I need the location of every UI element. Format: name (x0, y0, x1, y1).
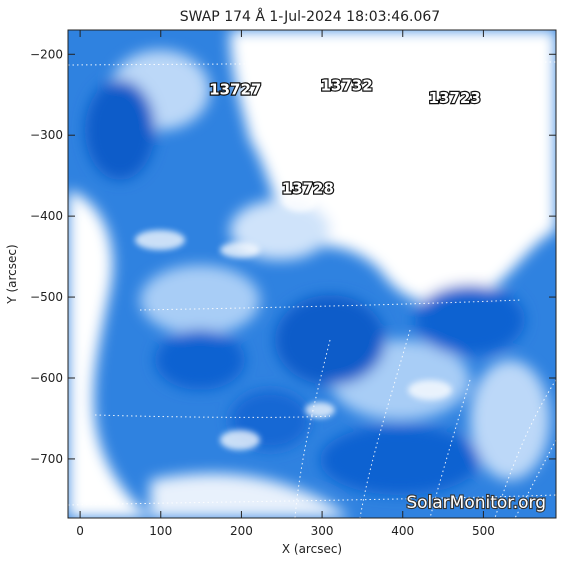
mid-patch-1 (140, 265, 260, 335)
y-axis-label: Y (arcsec) (5, 244, 19, 304)
coronal-structures (68, 30, 556, 518)
dark-patch-5 (155, 330, 245, 390)
dark-patch-4 (415, 285, 525, 355)
watermark: SolarMonitor.org (406, 493, 546, 513)
x-tick-label: 300 (311, 524, 334, 538)
y-tick-label: −200 (30, 47, 63, 61)
grid-latitude-2 (68, 494, 556, 506)
plot-frame (67, 29, 557, 519)
x-axis-ticks: 0 100 200 300 400 500 (76, 30, 495, 538)
bright-loop-lower (150, 473, 350, 518)
fine-structures (135, 188, 452, 450)
active-region-labels: 13727 13732 13723 13728 (208, 75, 482, 198)
y-axis-ticks: −200 −300 −400 −500 −600 −700 (30, 47, 556, 466)
dark-patch-2 (85, 80, 155, 180)
x-tick-label: 500 (472, 524, 495, 538)
solar-image (68, 30, 556, 518)
x-tick-label: 100 (149, 524, 172, 538)
y-tick-label: −400 (30, 209, 63, 223)
fine-patch-5 (220, 430, 260, 450)
grid-latitude-1 (68, 61, 556, 66)
fine-patch-4 (408, 380, 452, 400)
active-region-label: 13727 (209, 81, 261, 99)
active-region-label: 13728 (282, 179, 334, 197)
y-tick-label: −700 (30, 452, 63, 466)
x-axis-label: X (arcsec) (282, 542, 342, 556)
grid-longitude-5 (514, 439, 556, 518)
active-region-label: 13732 (320, 77, 372, 95)
bright-core-right (340, 40, 520, 180)
y-tick-label: −600 (30, 371, 63, 385)
x-tick-label: 400 (391, 524, 414, 538)
y-tick-label: −300 (30, 128, 63, 142)
active-region-label: 13723 (429, 89, 481, 107)
x-tick-label: 200 (230, 524, 253, 538)
figure-title: SWAP 174 Å 1-Jul-2024 18:03:46.067 (180, 8, 440, 25)
grid-longitude-3 (429, 379, 471, 518)
grid-latitude-3 (94, 414, 331, 418)
coordinate-grid (68, 61, 556, 518)
grid-latitude-4 (139, 299, 521, 311)
x-tick-label: 0 (76, 524, 84, 538)
mid-patch-5 (470, 360, 550, 480)
fine-patch-1 (220, 242, 260, 258)
bright-region-left-limb (68, 190, 150, 518)
fine-patch-2 (135, 230, 185, 250)
dark-patch-3 (320, 425, 480, 495)
fine-patch-3 (282, 188, 318, 212)
fine-patch-6 (305, 402, 335, 418)
y-tick-label: −500 (30, 290, 63, 304)
